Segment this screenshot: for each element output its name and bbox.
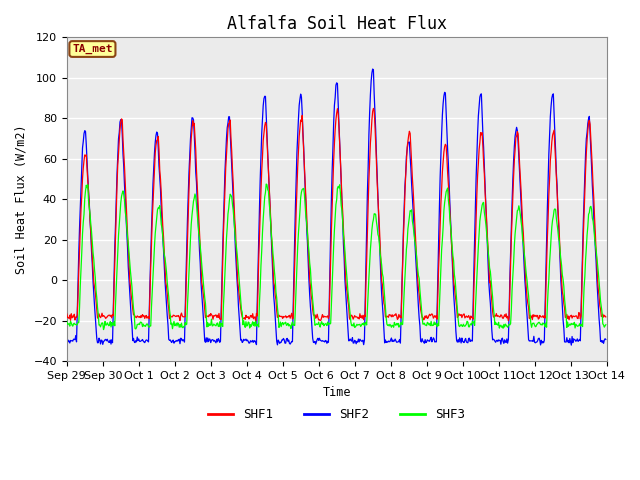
Text: TA_met: TA_met <box>72 44 113 54</box>
Title: Alfalfa Soil Heat Flux: Alfalfa Soil Heat Flux <box>227 15 447 33</box>
Legend: SHF1, SHF2, SHF3: SHF1, SHF2, SHF3 <box>203 403 470 426</box>
Y-axis label: Soil Heat Flux (W/m2): Soil Heat Flux (W/m2) <box>15 124 28 274</box>
X-axis label: Time: Time <box>323 386 351 399</box>
